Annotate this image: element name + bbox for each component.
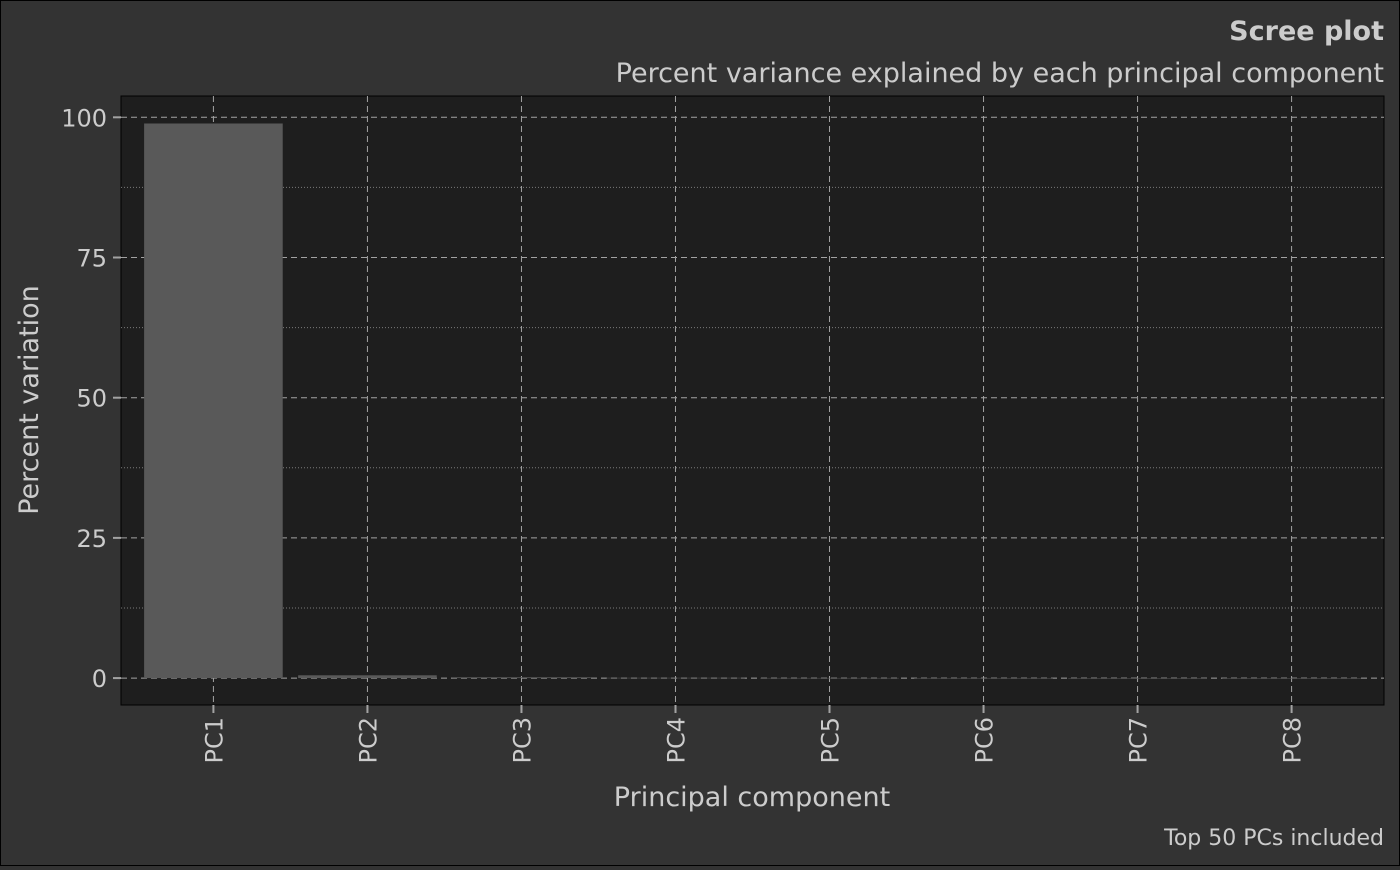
chart-caption: Top 50 PCs included xyxy=(1163,826,1384,851)
y-tick-label: 75 xyxy=(76,245,107,273)
chart-title: Scree plot xyxy=(1229,16,1384,47)
chart-subtitle: Percent variance explained by each princ… xyxy=(616,58,1384,89)
y-tick-label: 0 xyxy=(92,665,107,693)
bar-pc7 xyxy=(1068,678,1207,679)
x-tick-label-pc5: PC5 xyxy=(817,717,845,764)
y-axis-label: Percent variation xyxy=(14,285,45,515)
bar-pc4 xyxy=(606,677,745,679)
x-tick-label-pc3: PC3 xyxy=(508,717,536,764)
plot-panel xyxy=(120,95,1385,706)
y-tick-label: 100 xyxy=(61,104,107,132)
y-tick-label: 25 xyxy=(76,525,107,553)
bar-pc6 xyxy=(914,677,1053,679)
x-tick-label-pc1: PC1 xyxy=(200,717,228,764)
bars-layer xyxy=(144,123,1361,679)
x-tick-label-pc6: PC6 xyxy=(971,717,999,764)
bar-pc5 xyxy=(760,677,899,679)
y-axis: 0 25 50 75 100 xyxy=(61,104,121,693)
x-tick-label-pc4: PC4 xyxy=(662,717,690,764)
bar-pc1 xyxy=(144,123,283,679)
x-axis-label: Principal component xyxy=(614,782,890,813)
x-tick-label-pc7: PC7 xyxy=(1125,717,1153,764)
x-tick-label-pc8: PC8 xyxy=(1279,717,1307,764)
bar-pc3 xyxy=(452,677,591,679)
x-tick-label-pc2: PC2 xyxy=(354,717,382,764)
bar-pc8 xyxy=(1222,678,1361,679)
bar-pc2 xyxy=(298,675,437,679)
y-tick-label: 50 xyxy=(76,385,107,413)
x-axis: PC1 PC2 PC3 PC4 PC5 PC6 PC7 PC8 xyxy=(200,705,1307,764)
